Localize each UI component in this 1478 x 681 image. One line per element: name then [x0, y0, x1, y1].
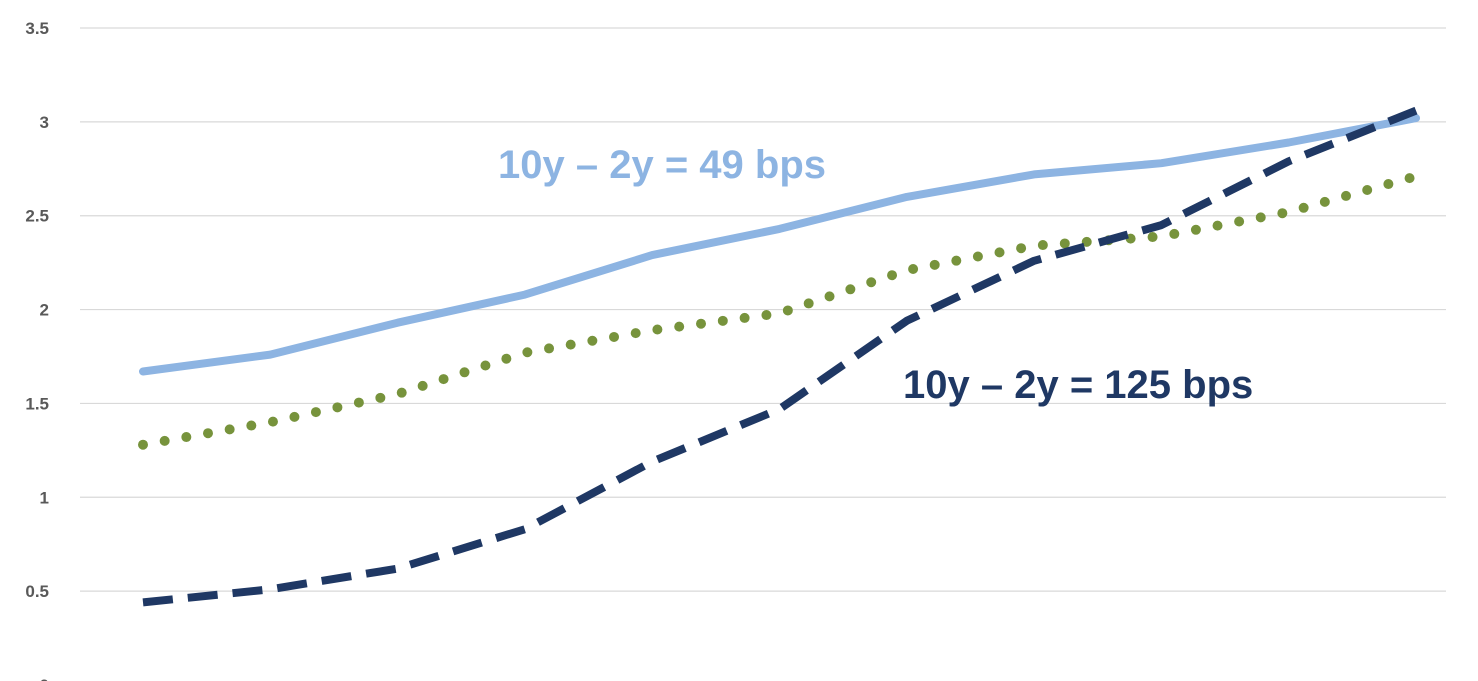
y-axis-tick-labels: 0 0.5 1 1.5 2 2.5 3 3.5 [25, 19, 49, 681]
series-line-solid [139, 114, 1420, 376]
y-tick-label: 3 [40, 113, 49, 132]
series-lines [138, 106, 1421, 607]
series-line-dotted [138, 171, 1421, 450]
annotation-125bps: 10y – 2y = 125 bps [903, 363, 1253, 407]
y-tick-label: 2.5 [25, 207, 49, 226]
y-tick-label: 0.5 [25, 582, 49, 601]
gridlines [80, 27, 1446, 592]
y-tick-label: 3.5 [25, 19, 49, 38]
series-line-dashed [142, 106, 1418, 607]
y-tick-label: 1 [40, 488, 49, 507]
y-tick-label: 1.5 [25, 394, 49, 413]
y-tick-label: 0 [40, 676, 49, 681]
y-tick-label: 2 [40, 301, 49, 320]
annotation-49bps: 10y – 2y = 49 bps [498, 143, 826, 187]
